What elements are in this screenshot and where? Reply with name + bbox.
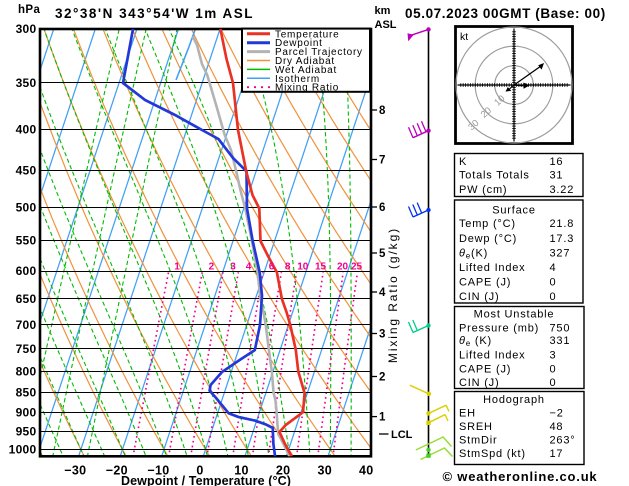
svg-text:850: 850 [16,386,37,400]
svg-text:400: 400 [16,122,37,136]
svg-text:−10: −10 [147,464,169,478]
svg-text:3.22: 3.22 [550,184,575,196]
svg-text:0: 0 [550,377,557,389]
svg-text:16: 16 [550,156,564,168]
svg-text:−20: −20 [106,464,128,478]
svg-text:7: 7 [379,155,385,167]
svg-text:600: 600 [16,264,37,278]
svg-text:48: 48 [550,421,564,433]
svg-text:−2: −2 [550,408,564,420]
svg-text:1: 1 [379,412,386,424]
svg-text:950: 950 [16,425,37,439]
svg-text:350: 350 [16,76,37,90]
svg-text:Lifted Index: Lifted Index [459,350,525,362]
svg-text:6: 6 [379,202,385,214]
svg-text:0: 0 [550,277,557,289]
svg-text:40: 40 [359,464,374,478]
svg-text:900: 900 [16,406,37,420]
svg-text:25: 25 [351,262,363,273]
svg-text:331: 331 [550,335,571,347]
svg-text:550: 550 [16,234,37,248]
svg-text:Dewp (°C): Dewp (°C) [459,233,517,245]
svg-text:Most Unstable: Most Unstable [474,308,555,320]
svg-text:0: 0 [550,291,557,303]
svg-text:0: 0 [550,364,557,376]
svg-text:Surface: Surface [492,204,536,216]
svg-text:32°38'N 343°54'W 1m ASL: 32°38'N 343°54'W 1m ASL [55,6,254,21]
svg-text:450: 450 [16,164,37,178]
svg-text:1000: 1000 [9,442,37,456]
svg-text:Mixing Ratio: Mixing Ratio [275,83,339,94]
svg-text:Temp (°C): Temp (°C) [459,218,516,230]
svg-text:kt: kt [460,31,468,43]
svg-text:30: 30 [317,464,332,478]
svg-text:LCL: LCL [391,429,413,441]
svg-text:1: 1 [174,262,180,273]
svg-text:Temperature: Temperature [275,29,339,40]
svg-text:4: 4 [379,287,386,299]
svg-text:Mixing Ratio (g/kg): Mixing Ratio (g/kg) [386,227,400,363]
svg-text:Lifted Index: Lifted Index [459,262,525,274]
svg-text:650: 650 [16,292,37,306]
svg-text:Hodograph: Hodograph [483,394,545,406]
svg-text:20: 20 [337,262,349,273]
svg-text:4: 4 [550,262,557,274]
svg-text:ASL: ASL [375,19,397,31]
svg-text:263°: 263° [550,434,576,446]
svg-text:CAPE (J): CAPE (J) [459,364,511,376]
svg-text:31: 31 [550,170,564,182]
svg-text:10: 10 [297,262,309,273]
svg-text:EH: EH [459,408,476,420]
svg-text:CAPE (J): CAPE (J) [459,277,511,289]
svg-text:K: K [459,156,467,168]
svg-text:3: 3 [550,350,557,362]
svg-text:Pressure (mb): Pressure (mb) [459,322,539,334]
svg-text:Dewpoint / Temperature (°C): Dewpoint / Temperature (°C) [121,474,291,486]
svg-text:700: 700 [16,318,37,332]
svg-text:20: 20 [276,464,291,478]
svg-text:Totals Totals: Totals Totals [459,170,530,182]
svg-text:300: 300 [16,22,37,36]
svg-text:8: 8 [285,262,291,273]
svg-text:17: 17 [550,448,564,460]
svg-text:750: 750 [550,322,571,334]
svg-text:StmDir: StmDir [459,434,497,446]
svg-text:θe (K): θe (K) [459,335,492,348]
svg-text:PW (cm): PW (cm) [459,184,507,196]
svg-text:800: 800 [16,365,37,379]
svg-text:10: 10 [234,464,249,478]
svg-text:−30: −30 [64,464,86,478]
svg-text:15: 15 [315,262,327,273]
svg-text:Dry Adiabat: Dry Adiabat [275,56,335,67]
svg-text:Dewpoint: Dewpoint [275,38,323,49]
svg-text:SREH: SREH [459,421,493,433]
svg-text:CIN (J): CIN (J) [459,377,499,389]
svg-text:21.8: 21.8 [550,218,575,230]
svg-text:500: 500 [16,200,37,214]
svg-text:km: km [375,5,391,17]
svg-text:Wet Adiabat: Wet Adiabat [275,65,337,76]
svg-text:327: 327 [550,248,571,260]
svg-text:0: 0 [196,464,203,478]
svg-text:hPa: hPa [18,4,40,16]
svg-text:5: 5 [379,248,386,260]
svg-text:05.07.2023 00GMT (Base: 00): 05.07.2023 00GMT (Base: 00) [405,6,606,21]
svg-text:2: 2 [209,262,215,273]
svg-text:StmSpd (kt): StmSpd (kt) [459,448,526,460]
svg-text:Parcel Trajectory: Parcel Trajectory [275,47,363,58]
svg-text:3: 3 [230,262,236,273]
svg-text:750: 750 [16,342,37,356]
svg-text:4: 4 [246,262,252,273]
svg-text:3: 3 [379,329,385,341]
svg-text:θe(K): θe(K) [459,248,488,261]
svg-text:2: 2 [379,372,385,384]
svg-text:17.3: 17.3 [550,233,575,245]
svg-text:6: 6 [269,262,275,273]
svg-text:© weatheronline.co.uk: © weatheronline.co.uk [443,469,598,484]
svg-text:CIN (J): CIN (J) [459,291,499,303]
svg-text:8: 8 [379,105,386,117]
svg-text:Isotherm: Isotherm [275,74,320,85]
